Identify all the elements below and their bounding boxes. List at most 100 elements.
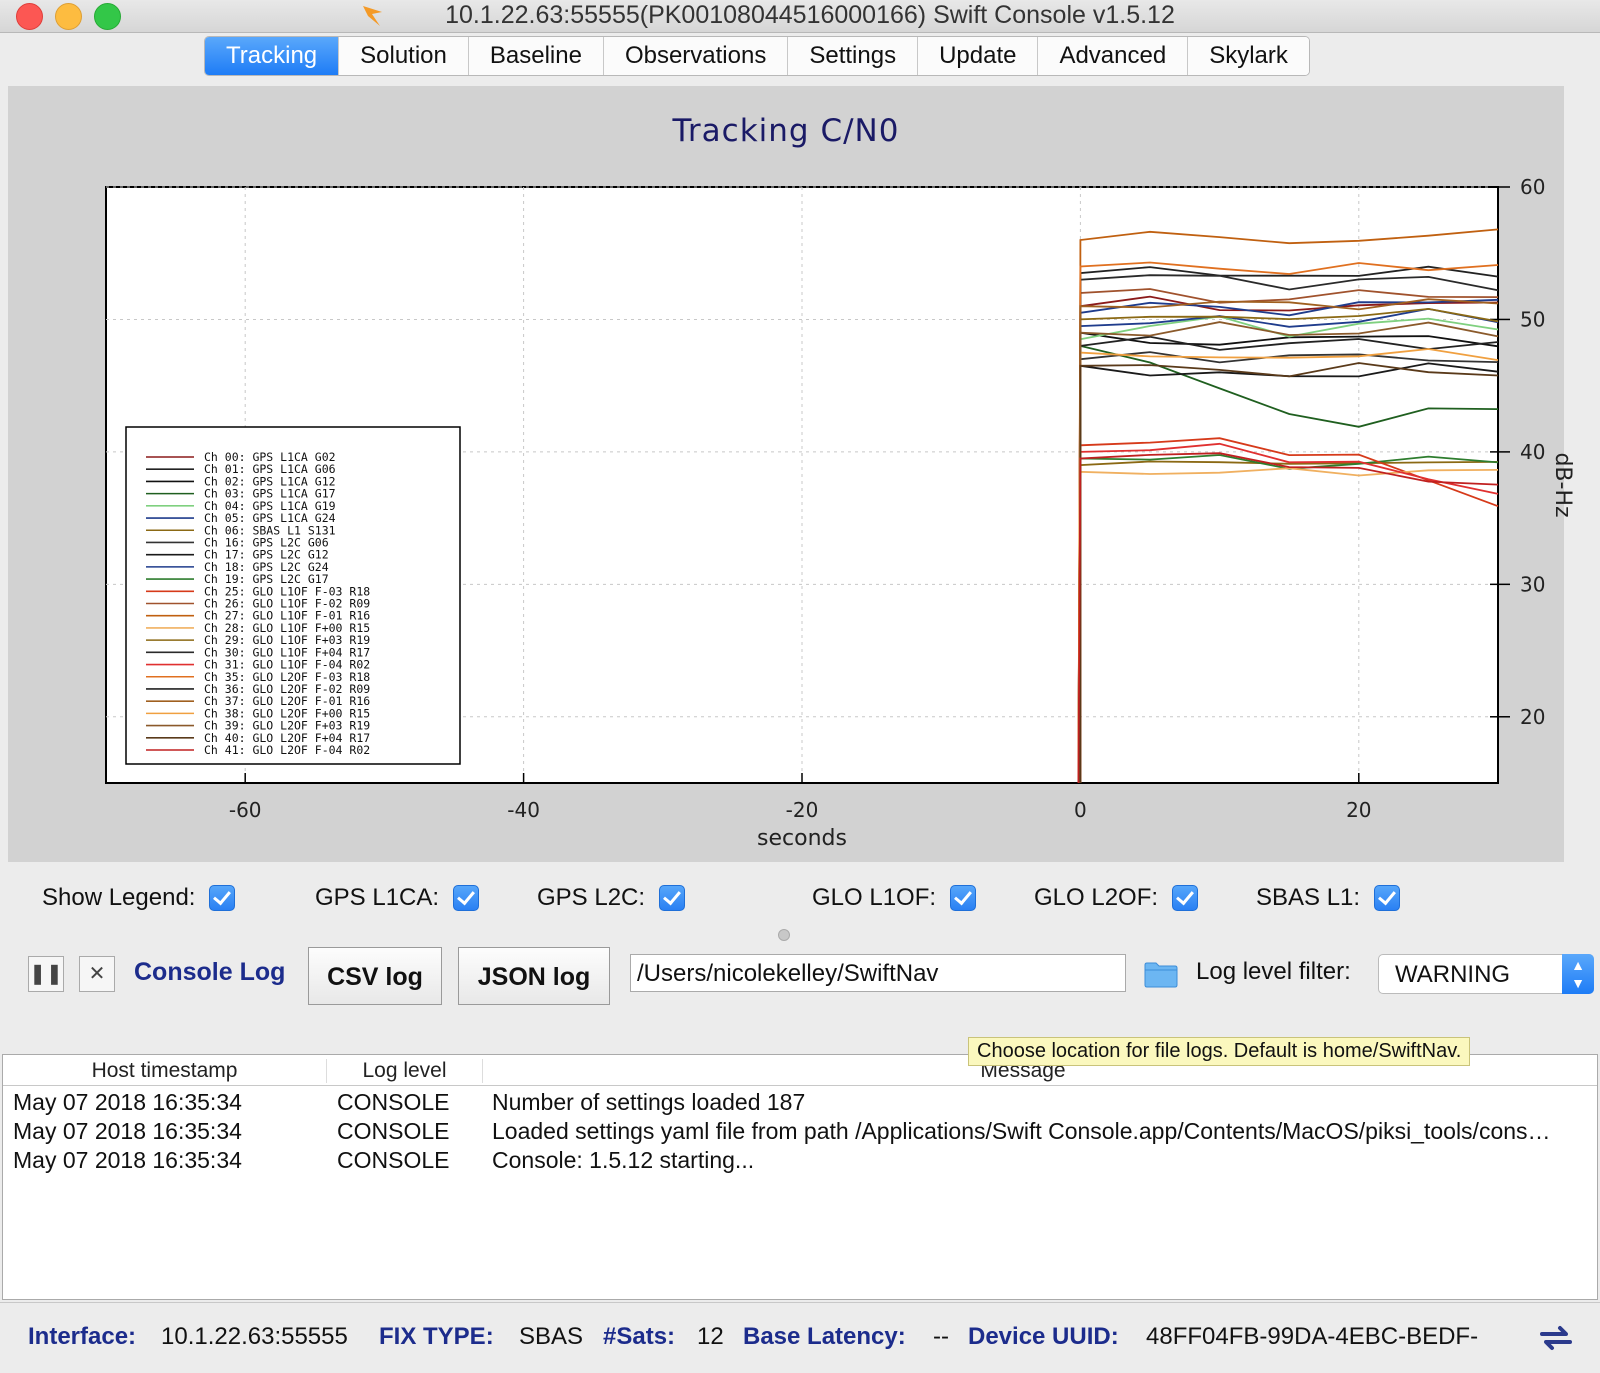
log-message: Loaded settings yaml file from path /App… (492, 1118, 1551, 1144)
legend-label: Ch 28: GLO L1OF F+00 R15 (204, 621, 370, 635)
glo-l2of-checkbox[interactable] (1172, 885, 1199, 911)
legend-label: Ch 38: GLO L2OF F+00 R15 (204, 706, 370, 720)
glo-l1of-toggle[interactable]: GLO L1OF: (812, 884, 977, 912)
zoom-window-button[interactable] (94, 3, 121, 30)
log-toolbar: ❚❚ ✕ Console Log CSV log JSON log /Users… (0, 940, 1600, 1030)
series-line (1079, 362, 1499, 783)
csv-log-button[interactable]: CSV log (308, 947, 442, 1005)
x-tick-label: -20 (786, 798, 819, 822)
splitter-handle[interactable] (778, 929, 790, 941)
gps-l2c-checkbox[interactable] (659, 885, 686, 911)
window-title: 10.1.22.63:55555(PK00108044516000166) Sw… (445, 1, 1175, 29)
close-window-button[interactable] (16, 3, 43, 30)
chevron-updown-icon[interactable]: ▲ ▼ (1562, 954, 1594, 994)
legend-label: Ch 26: GLO L1OF F-02 R09 (204, 597, 370, 611)
legend-label: Ch 40: GLO L2OF F+04 R17 (204, 731, 370, 745)
series-line (1077, 344, 1499, 784)
legend-label: Ch 04: GPS L1CA G19 (204, 499, 336, 513)
gps-l1ca-toggle[interactable]: GPS L1CA: (315, 884, 480, 912)
tab-skylark[interactable]: Skylark (1187, 37, 1309, 75)
series-line (1077, 307, 1499, 784)
legend-label: Ch 41: GLO L2OF F-04 R02 (204, 743, 370, 757)
fix-type-label: FIX TYPE: (379, 1323, 494, 1350)
sbas-l1-toggle[interactable]: SBAS L1: (1256, 884, 1401, 912)
glo-l2of-toggle[interactable]: GLO L2OF: (1034, 884, 1199, 912)
x-tick-label: -60 (229, 798, 262, 822)
legend-label: Ch 25: GLO L1OF F-03 R18 (204, 584, 370, 598)
chart-title: Tracking C/N0 (672, 113, 900, 149)
sbas-l1-label: SBAS L1: (1256, 884, 1361, 911)
tab-settings[interactable]: Settings (787, 37, 918, 75)
folder-icon[interactable] (1144, 960, 1178, 988)
y-tick-label: 30 (1520, 572, 1545, 596)
clear-log-button[interactable]: ✕ (79, 956, 115, 992)
log-row[interactable]: May 07 2018 16:35:34 CONSOLE Loaded sett… (3, 1118, 1597, 1148)
path-tooltip: Choose location for file logs. Default i… (968, 1037, 1471, 1066)
legend-label: Ch 31: GLO L1OF F-04 R02 (204, 658, 370, 672)
glo-l1of-checkbox[interactable] (950, 885, 977, 911)
show-legend-checkbox[interactable] (209, 885, 236, 911)
legend-label: Ch 36: GLO L2OF F-02 R09 (204, 682, 370, 696)
series-line (1079, 298, 1499, 783)
x-tick-label: -40 (507, 798, 540, 822)
tab-tracking[interactable]: Tracking (205, 37, 339, 75)
minimize-window-button[interactable] (55, 3, 82, 30)
legend-label: Ch 37: GLO L2OF F-01 R16 (204, 694, 370, 708)
legend-label: Ch 05: GPS L1CA G24 (204, 511, 336, 525)
tab-update[interactable]: Update (917, 37, 1038, 75)
log-path-input[interactable]: /Users/nicolekelley/SwiftNav (630, 954, 1126, 992)
series-line (1079, 442, 1499, 783)
legend-label: Ch 17: GPS L2C G12 (204, 548, 329, 562)
legend-label: Ch 03: GPS L1CA G17 (204, 487, 336, 501)
show-legend-toggle[interactable]: Show Legend: (42, 884, 236, 912)
log-timestamp: May 07 2018 16:35:34 (13, 1089, 242, 1115)
log-message: Number of settings loaded 187 (492, 1089, 806, 1115)
series-line (1078, 335, 1499, 784)
legend-label: Ch 16: GPS L2C G06 (204, 535, 329, 549)
legend-label: Ch 19: GPS L2C G17 (204, 572, 329, 586)
series-line (1078, 228, 1499, 784)
pause-button[interactable]: ❚❚ (28, 956, 64, 992)
legend-label: Ch 27: GLO L1OF F-01 R16 (204, 609, 370, 623)
legend-label: Ch 35: GLO L2OF F-03 R18 (204, 670, 370, 684)
tab-advanced[interactable]: Advanced (1037, 37, 1188, 75)
series-line (1078, 274, 1499, 784)
log-row[interactable]: May 07 2018 16:35:34 CONSOLE Number of s… (3, 1089, 1597, 1119)
y-tick-label: 60 (1520, 175, 1545, 199)
log-timestamp: May 07 2018 16:35:34 (13, 1147, 242, 1173)
legend-label: Ch 18: GPS L2C G24 (204, 560, 329, 574)
col-host-timestamp[interactable]: Host timestamp (3, 1059, 327, 1083)
tab-baseline[interactable]: Baseline (467, 37, 603, 75)
console-log-table: Host timestamp Log level Message May 07 … (2, 1054, 1598, 1300)
sats-label: #Sats: (603, 1323, 676, 1350)
series-line (1077, 452, 1499, 784)
pause-icon: ❚❚ (29, 963, 63, 985)
connection-refresh-icon[interactable] (1536, 1321, 1576, 1355)
log-row[interactable]: May 07 2018 16:35:34 CONSOLE Console: 1.… (3, 1147, 1597, 1177)
swift-app-icon (363, 6, 382, 26)
col-log-level[interactable]: Log level (327, 1059, 483, 1083)
log-level: CONSOLE (337, 1147, 450, 1173)
sats-value: 12 (697, 1323, 724, 1350)
tracking-cn0-chart: -60 -40 -20 0 20 20 30 40 50 60 seconds dB-Hz Ch 00:… (105, 175, 1575, 851)
legend-label: Ch 29: GLO L1OF F+03 R19 (204, 633, 370, 647)
device-uuid-value: 48FF04FB-99DA-4EBC-BEDF- (1146, 1323, 1479, 1350)
tab-observations[interactable]: Observations (602, 37, 788, 75)
sbas-l1-checkbox[interactable] (1374, 885, 1401, 911)
log-timestamp: May 07 2018 16:35:34 (13, 1118, 242, 1144)
json-log-button[interactable]: JSON log (458, 947, 610, 1005)
log-level-select[interactable]: WARNING ▲ ▼ (1378, 954, 1594, 994)
series-line (1077, 261, 1499, 784)
gps-l1ca-checkbox[interactable] (453, 885, 480, 911)
series-line (1079, 331, 1499, 783)
legend-label: Ch 01: GPS L1CA G06 (204, 462, 336, 476)
show-legend-label: Show Legend: (42, 884, 196, 911)
log-level: CONSOLE (337, 1118, 450, 1144)
base-latency-label: Base Latency: (743, 1323, 906, 1350)
tab-solution[interactable]: Solution (338, 37, 468, 75)
series-line (1079, 362, 1499, 783)
title-bar: 10.1.22.63:55555(PK00108044516000166) Sw… (0, 0, 1600, 33)
interface-value: 10.1.22.63:55555 (161, 1323, 348, 1350)
gps-l2c-label: GPS L2C: (537, 884, 646, 911)
gps-l2c-toggle[interactable]: GPS L2C: (537, 884, 686, 912)
